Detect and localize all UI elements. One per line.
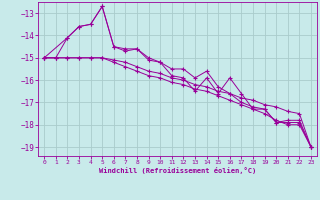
X-axis label: Windchill (Refroidissement éolien,°C): Windchill (Refroidissement éolien,°C) [99, 167, 256, 174]
